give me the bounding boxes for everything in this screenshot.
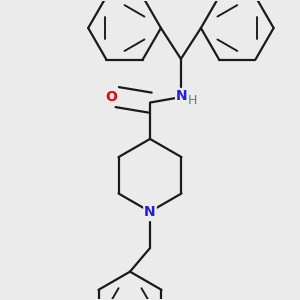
Text: N: N (176, 89, 188, 103)
Text: O: O (106, 90, 118, 104)
Text: H: H (188, 94, 197, 107)
Text: N: N (144, 205, 156, 219)
